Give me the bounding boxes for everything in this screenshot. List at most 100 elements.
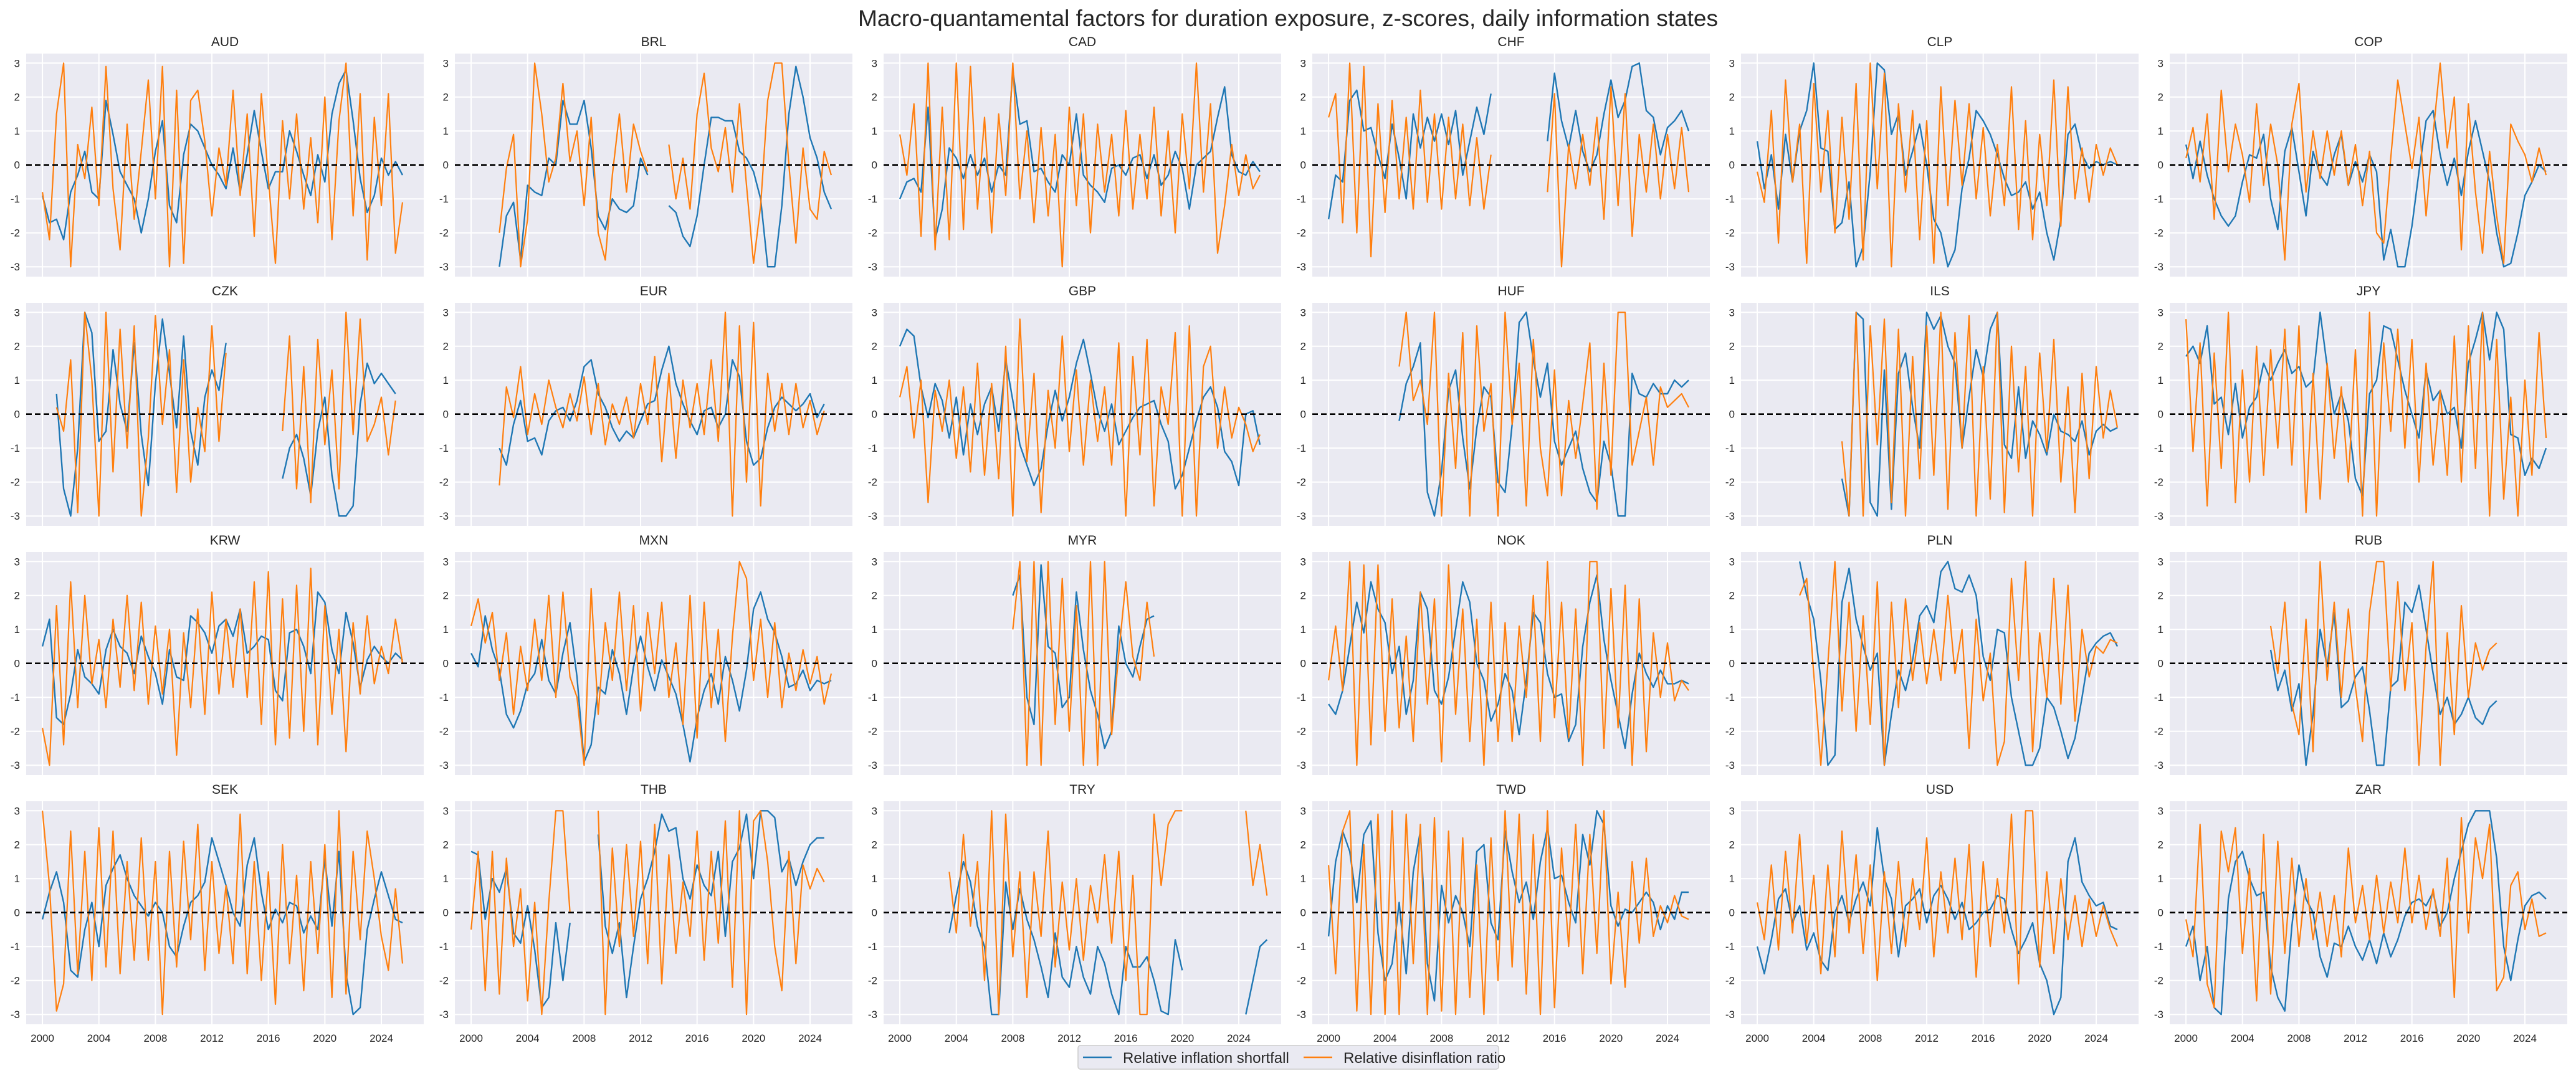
x-tick-label: 2012 xyxy=(200,1032,224,1044)
x-tick-label: 2012 xyxy=(1057,1032,1081,1044)
y-tick-label: -2 xyxy=(11,726,20,738)
y-tick-label: -1 xyxy=(1725,941,1735,953)
x-tick-label: 2008 xyxy=(2287,1032,2311,1044)
x-tick-label: 2024 xyxy=(2084,1032,2108,1044)
y-tick-label: -2 xyxy=(439,975,449,987)
panel-title: USD xyxy=(1926,783,1953,797)
panel-title: KRW xyxy=(210,533,241,548)
y-tick-label: -2 xyxy=(868,726,877,738)
y-tick-label: -3 xyxy=(2154,261,2163,273)
y-tick-label: 2 xyxy=(1729,839,1735,851)
y-tick-label: -1 xyxy=(2154,193,2163,205)
panel-title: COP xyxy=(2354,35,2383,49)
panel-title: MXN xyxy=(639,533,669,548)
y-tick-label: -3 xyxy=(2154,1009,2163,1021)
panel-pln: -3 -2 -1 0 1 2 3 PLN xyxy=(1725,533,2139,775)
y-tick-label: -2 xyxy=(1297,975,1306,987)
y-tick-label: 1 xyxy=(14,125,20,137)
y-tick-label: 3 xyxy=(2158,307,2163,318)
panel-huf: -3 -2 -1 0 1 2 3 HUF xyxy=(1297,284,1710,526)
y-tick-label: -1 xyxy=(439,193,449,205)
x-tick-label: 2024 xyxy=(1227,1032,1251,1044)
y-tick-label: 3 xyxy=(443,307,449,318)
y-tick-label: -2 xyxy=(868,477,877,488)
x-tick-label: 2004 xyxy=(516,1032,540,1044)
x-tick-label: 2000 xyxy=(1745,1032,1769,1044)
series-line-relative-disinflation-ratio xyxy=(470,561,832,766)
y-tick-label: 2 xyxy=(443,92,449,103)
panel-gbp: -3 -2 -1 0 1 2 3 GBP xyxy=(868,284,1281,526)
series-line-relative-inflation-shortfall xyxy=(1327,810,1689,1002)
panel-title: HUF xyxy=(1497,284,1524,298)
panel-title: EUR xyxy=(640,284,667,298)
y-tick-label: 0 xyxy=(14,907,20,919)
series-line-relative-inflation-shortfall xyxy=(1756,827,2118,1016)
y-tick-label: 1 xyxy=(443,624,449,636)
legend-box xyxy=(1077,1045,1499,1070)
y-tick-label: -2 xyxy=(2154,227,2163,239)
series-line-relative-disinflation-ratio xyxy=(2185,62,2547,264)
y-tick-label: 0 xyxy=(443,658,449,670)
series-line-relative-disinflation-ratio xyxy=(1841,312,2119,517)
y-tick-label: -1 xyxy=(439,692,449,703)
y-tick-label: -2 xyxy=(2154,975,2163,987)
y-tick-label: -1 xyxy=(1297,941,1306,953)
y-tick-label: 1 xyxy=(443,125,449,137)
panel-try: -3 -2 -1 0 1 2 3 2000 2004 2008 2012 2016 2020 2024 TR… xyxy=(868,783,1281,1044)
y-tick-label: 3 xyxy=(443,57,449,69)
series-line-relative-disinflation-ratio xyxy=(1757,62,2119,268)
series-line-relative-disinflation-ratio xyxy=(1799,561,2118,766)
y-tick-label: -1 xyxy=(1297,193,1306,205)
y-tick-label: 1 xyxy=(14,873,20,885)
y-tick-label: 3 xyxy=(1300,57,1306,69)
y-tick-label: 0 xyxy=(2158,658,2163,670)
y-tick-label: 1 xyxy=(1729,125,1735,137)
x-tick-label: 2024 xyxy=(2513,1032,2537,1044)
y-tick-label: -3 xyxy=(11,510,20,522)
panel-rub: -3 -2 -1 0 1 2 3 RUB xyxy=(2154,533,2567,775)
y-tick-label: 3 xyxy=(2158,805,2163,817)
y-tick-label: 2 xyxy=(1729,341,1735,353)
x-tick-label: 2004 xyxy=(2231,1032,2254,1044)
x-tick-label: 2008 xyxy=(572,1032,596,1044)
y-tick-label: 2 xyxy=(1300,839,1306,851)
y-tick-label: -3 xyxy=(868,510,877,522)
series-line-relative-disinflation-ratio xyxy=(499,312,825,517)
y-tick-label: 2 xyxy=(14,839,20,851)
x-tick-label: 2004 xyxy=(1373,1032,1397,1044)
series-line-relative-inflation-shortfall xyxy=(1756,62,2118,268)
x-tick-label: 2016 xyxy=(1114,1032,1138,1044)
y-tick-label: -1 xyxy=(868,692,877,703)
panel-cop: -3 -2 -1 0 1 2 3 COP xyxy=(2154,35,2567,277)
series-line-relative-inflation-shortfall xyxy=(470,810,824,1009)
y-tick-label: -2 xyxy=(2154,726,2163,738)
panel-twd: -3 -2 -1 0 1 2 3 2000 2004 2008 2012 2016 2020 2024 TW… xyxy=(1297,783,1710,1044)
panel-myr: -3 -2 -1 0 1 2 3 MYR xyxy=(868,533,1281,775)
panel-mxn: -3 -2 -1 0 1 2 3 MXN xyxy=(439,533,852,775)
y-tick-label: 3 xyxy=(1300,556,1306,568)
y-tick-label: -3 xyxy=(2154,510,2163,522)
series-line-relative-inflation-shortfall xyxy=(470,591,832,763)
panel-title: MYR xyxy=(1068,533,1097,548)
y-tick-label: -3 xyxy=(868,759,877,771)
series-line-relative-disinflation-ratio xyxy=(1398,312,1689,517)
panel-eur: -3 -2 -1 0 1 2 3 EUR xyxy=(439,284,852,526)
x-tick-label: 2012 xyxy=(2344,1032,2367,1044)
series-line-relative-disinflation-ratio xyxy=(42,810,404,1016)
series-line-relative-inflation-shortfall xyxy=(499,65,832,268)
panel-title: CZK xyxy=(212,284,238,298)
y-tick-label: 0 xyxy=(872,409,877,421)
series-line-relative-disinflation-ratio xyxy=(2269,561,2497,766)
y-tick-label: 3 xyxy=(2158,57,2163,69)
series-line-relative-disinflation-ratio xyxy=(1328,810,1689,1016)
y-tick-label: 0 xyxy=(1300,159,1306,171)
y-tick-label: 3 xyxy=(872,556,877,568)
panel-title: THB xyxy=(641,783,667,797)
y-tick-label: 3 xyxy=(1729,57,1735,69)
y-tick-label: 1 xyxy=(872,873,877,885)
y-tick-label: 2 xyxy=(14,92,20,103)
y-tick-label: 3 xyxy=(14,805,20,817)
y-tick-label: -1 xyxy=(1725,193,1735,205)
y-tick-label: 2 xyxy=(14,341,20,353)
